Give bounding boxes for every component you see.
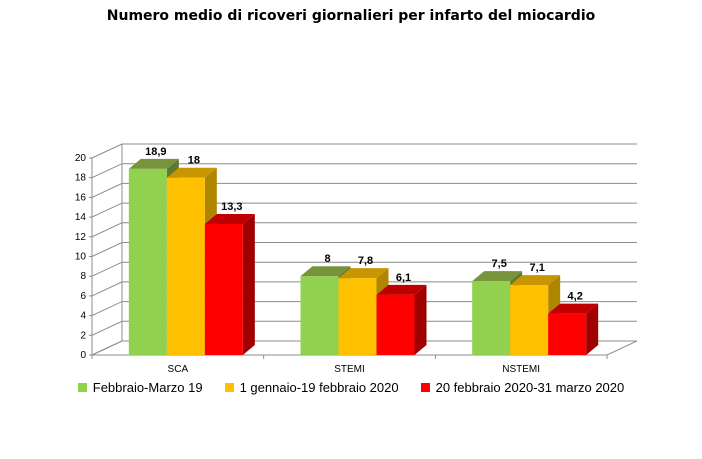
gridline	[91, 261, 637, 277]
bar	[166, 177, 205, 355]
legend-swatch	[77, 383, 87, 392]
legend-item: Febbraio-Marzo 19	[77, 380, 203, 395]
bar-top	[338, 268, 389, 279]
bar	[128, 168, 167, 355]
bar-top	[548, 303, 599, 314]
bar-top	[166, 167, 217, 178]
y-tick-label: 0	[80, 350, 86, 361]
bar	[376, 294, 415, 355]
gridline	[91, 143, 637, 159]
legend-label: 1 gennaio-19 febbraio 2020	[239, 380, 399, 395]
bar-top	[376, 284, 427, 295]
bar-side	[586, 303, 599, 355]
legend-swatch	[420, 383, 430, 392]
gridline	[91, 182, 637, 198]
data-label: 8	[324, 253, 330, 265]
data-label: 4,2	[568, 291, 583, 303]
x-tick-label: STEMI	[334, 364, 365, 375]
y-tick-label: 8	[80, 271, 86, 282]
gridline	[91, 163, 637, 179]
data-label: 7,1	[530, 262, 545, 274]
bar	[548, 313, 587, 355]
bar	[338, 278, 377, 355]
gridline	[91, 242, 637, 257]
y-tick-label: 14	[75, 212, 87, 223]
gridline	[91, 222, 637, 238]
y-tick-label: 6	[80, 291, 86, 302]
y-tick-label: 10	[75, 252, 87, 263]
bar	[472, 281, 511, 355]
bar-top	[510, 275, 561, 286]
gridline	[91, 281, 637, 297]
data-label: 7,8	[358, 255, 373, 267]
data-label: 7,5	[492, 258, 507, 270]
x-tick-label: SCA	[168, 364, 189, 375]
chart-title: Numero medio di ricoveri giornalieri per…	[106, 8, 596, 24]
x-tick-label: NSTEMI	[502, 364, 540, 375]
gridline	[91, 320, 637, 336]
bar	[204, 223, 243, 355]
bar	[300, 276, 339, 355]
bar-top	[204, 213, 255, 224]
bar-side	[242, 213, 255, 355]
gridline	[91, 202, 637, 218]
y-tick-label: 18	[75, 173, 87, 184]
bar-top	[128, 158, 179, 169]
data-label: 18,9	[145, 146, 166, 158]
legend: Febbraio-Marzo 19 1 gennaio-19 febbraio 2…	[0, 380, 702, 395]
legend-item: 20 febbraio 2020-31 marzo 2020	[420, 380, 625, 395]
bar	[510, 285, 549, 355]
data-label: 18	[188, 155, 200, 167]
legend-swatch	[224, 383, 234, 392]
legend-label: Febbraio-Marzo 19	[92, 380, 203, 395]
y-tick-label: 16	[75, 192, 87, 203]
y-tick-label: 2	[80, 330, 86, 341]
data-label: 13,3	[221, 201, 242, 213]
gridline	[91, 301, 637, 317]
y-tick-label: 20	[75, 153, 87, 164]
legend-item: 1 gennaio-19 febbraio 2020	[224, 380, 399, 395]
legend-label: 20 febbraio 2020-31 marzo 2020	[435, 380, 625, 395]
gridline	[91, 340, 637, 356]
y-tick-label: 12	[75, 232, 87, 243]
bar-top	[472, 271, 523, 282]
data-label: 6,1	[396, 272, 411, 284]
bar-top	[300, 266, 351, 277]
bar-side	[414, 284, 427, 355]
y-tick-label: 4	[80, 311, 86, 322]
